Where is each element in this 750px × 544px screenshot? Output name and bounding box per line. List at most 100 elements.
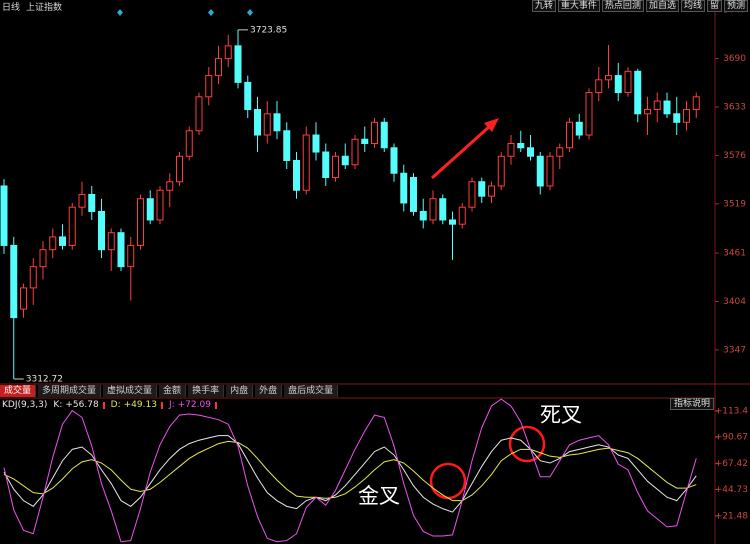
candle-body — [361, 138, 369, 145]
y-tick-label: +21.48 — [715, 512, 749, 522]
death-cross-circle — [508, 425, 546, 463]
y-tick-label: +67.42 — [715, 459, 748, 469]
candle-body — [224, 45, 232, 60]
candle-body — [322, 151, 330, 178]
candle-body — [137, 198, 144, 246]
candle-body — [419, 210, 427, 221]
candle-body — [634, 70, 642, 115]
candle-body — [497, 155, 505, 187]
candle-body — [536, 155, 544, 187]
candle-body — [595, 79, 603, 94]
death-cross-label: 死叉 — [540, 403, 582, 427]
event-marker — [117, 9, 123, 16]
toolbar-button[interactable]: 加自选 — [645, 0, 679, 12]
indicator-tab[interactable]: 外盘 — [255, 385, 283, 397]
y-tick-label: 3519 — [723, 199, 746, 209]
candle-body — [283, 130, 291, 162]
indicator-tab[interactable]: 盘后成交量 — [284, 385, 339, 397]
indicator-tab[interactable]: 成交量 — [0, 385, 37, 397]
legend-value: +72.09 — [177, 400, 211, 410]
y-tick-label: +44.73 — [715, 485, 748, 495]
candle-body — [88, 193, 96, 212]
candle-body — [429, 198, 437, 221]
candle-body — [29, 266, 37, 289]
candle-body — [176, 155, 183, 183]
toolbar-label: 日线 — [2, 2, 21, 13]
y-tick-label: 3576 — [723, 151, 746, 161]
candle-body — [488, 185, 495, 197]
legend-arrow — [160, 401, 163, 409]
legend-arrow — [102, 401, 105, 409]
candle-body — [146, 198, 154, 221]
candle-body — [624, 70, 632, 94]
indicator-tab[interactable]: 金额 — [159, 385, 187, 397]
candle-body — [205, 75, 213, 98]
indicator-tab[interactable]: 虚拟成交量 — [103, 385, 158, 397]
candle-body — [663, 100, 671, 115]
candle-body — [341, 155, 349, 166]
indicator-tab[interactable]: 内盘 — [226, 385, 254, 397]
candle-body — [439, 198, 447, 221]
legend-arrow — [214, 401, 217, 409]
kdj-legend: KDJ(9,3,3) K: +56.78 D: +49.13 J: +72.09 — [2, 399, 217, 411]
candle-body — [458, 206, 466, 225]
indicator-tab[interactable]: 多周期成交量 — [38, 385, 102, 397]
candle-body — [692, 96, 700, 111]
candle-body — [263, 113, 271, 136]
candle-body — [254, 109, 261, 136]
legend-name: D: — [110, 400, 121, 410]
candle-body — [78, 193, 86, 208]
candle-body — [517, 143, 525, 149]
candle-body — [10, 244, 18, 319]
candle-body — [156, 189, 164, 221]
candle-body — [127, 244, 135, 268]
candle-body — [575, 121, 583, 136]
candle-body — [556, 147, 564, 157]
toolbar-button[interactable]: 留 — [706, 0, 722, 12]
candle-body — [673, 113, 681, 123]
golden-cross-label: 金叉 — [358, 484, 400, 508]
toolbar-button[interactable]: 均线 — [680, 0, 705, 12]
y-tick-label: +113.4 — [715, 407, 749, 417]
legend-value: +56.78 — [65, 400, 99, 410]
toolbar-button[interactable]: 预测 — [723, 0, 748, 12]
toolbar-right: 九转 重大事件 热点回测 加自选 均线留预测 — [531, 0, 748, 12]
candle-body — [302, 134, 310, 191]
candle-body — [39, 249, 47, 268]
high-label: 3723.85 — [250, 25, 287, 35]
candle-body — [566, 121, 573, 149]
trend-arrow — [430, 118, 499, 180]
y-tick-label: 3461 — [723, 249, 746, 259]
candle-body — [20, 287, 27, 310]
event-marker — [247, 9, 253, 16]
candle-body — [605, 75, 612, 81]
candle-body — [59, 236, 66, 246]
candle-body — [527, 147, 534, 157]
legend-name: K: — [53, 400, 63, 410]
y-tick-label: 3347 — [723, 345, 746, 355]
candle-body — [68, 206, 76, 246]
legend-title: KDJ(9,3,3) — [2, 400, 48, 410]
indicator-help-button[interactable]: 指标说明 — [669, 398, 714, 410]
toolbar-button[interactable]: 重大事件 — [557, 0, 600, 12]
candle-body — [293, 160, 300, 191]
candle-body — [468, 181, 476, 208]
toolbar-button[interactable]: 热点回测 — [601, 0, 644, 12]
candle-body — [546, 155, 554, 187]
candle-body — [0, 185, 8, 246]
candle-body — [117, 232, 125, 268]
y-tick-label: 3404 — [723, 297, 746, 307]
candle-body — [410, 176, 417, 212]
candle-body — [195, 96, 203, 132]
toolbar-left: 日线 上证指数 — [2, 0, 62, 13]
candle-body — [98, 210, 105, 251]
indicator-tab[interactable]: 换手率 — [188, 385, 225, 397]
toolbar-button[interactable]: 九转 — [531, 0, 556, 12]
candle-body — [507, 143, 515, 157]
legend-name: J: — [168, 400, 175, 410]
candle-body — [371, 121, 378, 145]
event-marker — [208, 9, 214, 16]
candle-body — [332, 155, 339, 178]
